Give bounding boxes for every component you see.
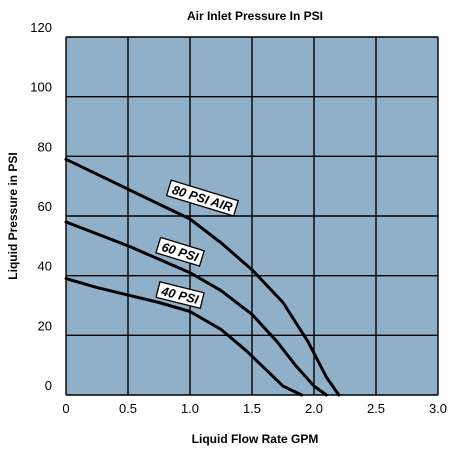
y-tick-label: 0 [45, 378, 52, 393]
x-tick-label: 2.0 [305, 401, 323, 416]
x-tick-label: 1.0 [181, 401, 199, 416]
series-label-2: 40 PSI [155, 281, 205, 310]
y-tick-label: 80 [38, 139, 52, 154]
y-tick-label: 100 [30, 80, 52, 95]
x-tick-label: 2.5 [367, 401, 385, 416]
series-label-box-1 [155, 236, 206, 267]
series-line-1 [64, 220, 328, 397]
x-tick-label: 1.5 [243, 401, 261, 416]
y-tick-label: 60 [38, 199, 52, 214]
y-tick-label: 20 [38, 318, 52, 333]
y-axis-label: Liquid Pressure in PSI [6, 152, 20, 279]
y-tick-label: 40 [38, 259, 52, 274]
x-tick-label: 0 [62, 401, 69, 416]
chart-title: Air Inlet Pressure In PSI [187, 9, 323, 23]
y-tick-label: 120 [30, 20, 52, 35]
series-line-0 [64, 157, 341, 397]
x-axis-label: Liquid Flow Rate GPM [192, 432, 319, 446]
x-tick-label: 0.5 [119, 401, 137, 416]
series-label-box-0 [165, 179, 240, 217]
series-label-box-2 [155, 281, 205, 310]
x-tick-label: 3.0 [429, 401, 447, 416]
series-line-2 [64, 277, 304, 397]
